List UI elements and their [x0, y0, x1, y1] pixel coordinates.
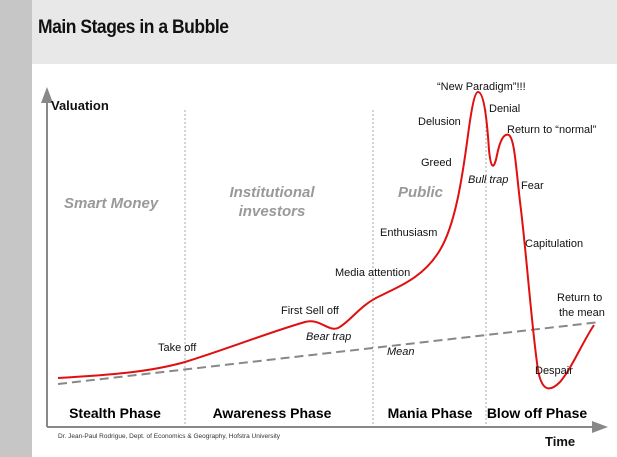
label-capitulation: Capitulation: [525, 238, 583, 250]
label-media-attention: Media attention: [335, 267, 410, 279]
phase-mania: Mania Phase: [388, 405, 473, 421]
label-return-mean-1: Return to: [557, 292, 602, 304]
header-band: [32, 0, 617, 64]
group-public: Public: [398, 184, 444, 201]
label-fear: Fear: [521, 180, 544, 192]
label-denial: Denial: [489, 103, 520, 115]
label-greed: Greed: [421, 157, 452, 169]
group-institutional: Institutional: [230, 184, 316, 201]
label-first-sell-off: First Sell off: [281, 305, 340, 317]
phase-awareness: Awareness Phase: [213, 405, 332, 421]
label-delusion: Delusion: [418, 116, 461, 128]
label-return-normal: Return to “normal”: [507, 124, 597, 136]
label-enthusiasm: Enthusiasm: [380, 227, 437, 239]
x-axis-label: Time: [545, 434, 575, 449]
group-smart-money: Smart Money: [64, 195, 159, 212]
phase-blow-off: Blow off Phase: [487, 405, 588, 421]
label-despair: Despair: [535, 365, 573, 377]
label-return-mean-2: the mean: [559, 307, 605, 319]
slide-title: Main Stages in a Bubble: [38, 17, 229, 38]
bubble-curve: [57, 90, 595, 390]
label-take-off: Take off: [158, 342, 197, 354]
group-investors: investors: [239, 203, 306, 220]
label-bull-trap: Bull trap: [468, 174, 508, 186]
mean-line: [57, 321, 601, 385]
label-new-paradigm: “New Paradigm”!!!: [437, 81, 526, 93]
y-axis-label: Valuation: [51, 98, 109, 113]
left-sidebar-band: [0, 0, 32, 457]
label-mean: Mean: [387, 346, 415, 358]
label-bear-trap: Bear trap: [306, 331, 351, 343]
phase-stealth: Stealth Phase: [69, 405, 161, 421]
credit-line: Dr. Jean-Paul Rodrigue, Dept. of Economi…: [58, 433, 281, 440]
